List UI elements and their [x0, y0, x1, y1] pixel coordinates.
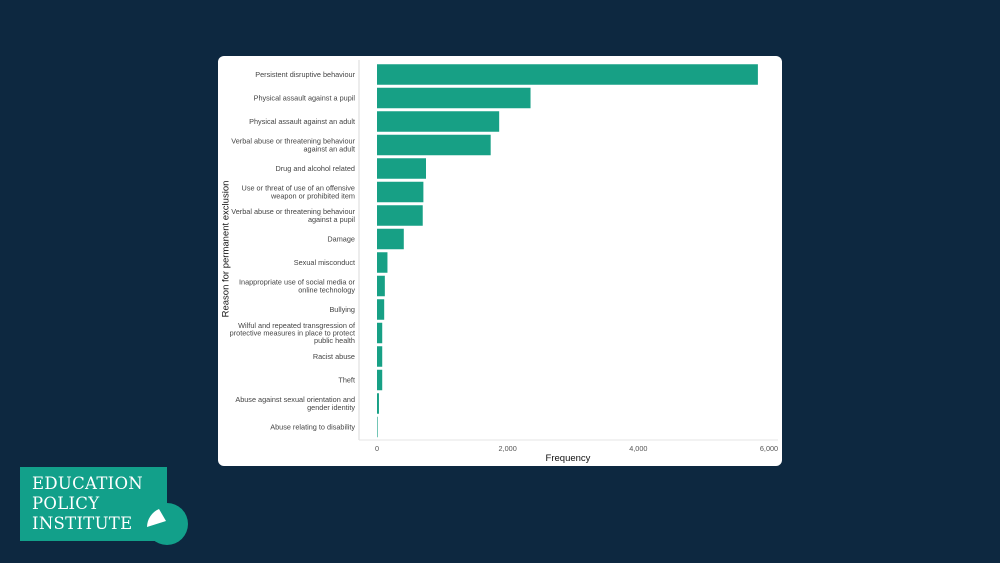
bar	[377, 111, 500, 132]
category-label: Persistent disruptive behaviour	[255, 70, 355, 79]
category-label: Racist abuse	[313, 352, 355, 361]
x-tick-label: 2,000	[499, 444, 517, 453]
category-label: Drug and alcohol related	[275, 164, 355, 173]
category-label: Use or threat of use of an offensive weap…	[242, 184, 355, 201]
bar	[377, 346, 383, 367]
category-label: Bullying	[329, 305, 355, 314]
x-tick-label: 0	[375, 444, 379, 453]
category-label: Sexual misconduct	[294, 258, 355, 267]
category-label: Wilful and repeated transgression of prot…	[230, 321, 356, 345]
bar	[377, 181, 424, 203]
category-labels: Persistent disruptive behaviour Physical …	[230, 70, 356, 432]
category-label: Theft	[338, 376, 355, 385]
education-policy-institute-logo: Education Policy Institute	[20, 467, 167, 541]
bar	[377, 252, 388, 273]
category-label: Verbal abuse or threatening behaviour aga…	[231, 137, 355, 154]
logo-circle-icon	[146, 503, 188, 545]
category-label: Abuse relating to disability	[270, 423, 355, 432]
bar	[377, 275, 385, 297]
y-axis-title: Reason for permanent exclusion	[221, 181, 232, 318]
logo-line-1: Education	[32, 474, 144, 493]
category-label: Damage	[327, 235, 355, 244]
bar	[377, 134, 491, 156]
x-axis-title: Frequency	[546, 453, 591, 464]
bars-layer	[377, 64, 758, 438]
bar	[377, 299, 385, 320]
bar	[377, 322, 383, 344]
category-label: Inappropriate use of social media or onli…	[239, 278, 356, 295]
bar	[377, 87, 531, 109]
category-label: Abuse against sexual orientation and gend…	[235, 395, 355, 412]
category-label: Physical assault against a pupil	[254, 94, 356, 103]
bar	[377, 393, 379, 414]
bar	[377, 205, 423, 226]
x-tick-label: 6,000	[760, 444, 778, 453]
category-label: Physical assault against an adult	[249, 117, 355, 126]
bar	[377, 64, 758, 85]
bar	[377, 369, 383, 391]
logo-line-3: Institute	[32, 514, 133, 533]
bar	[377, 228, 404, 250]
category-label: Verbal abuse or threatening behaviour aga…	[231, 207, 355, 224]
x-tick-label: 4,000	[629, 444, 647, 453]
bar-chart: Persistent disruptive behaviour Physical …	[221, 60, 778, 464]
x-tick-labels: 0 2,000 4,000 6,000	[375, 444, 778, 453]
logo-line-2: Policy	[32, 494, 100, 513]
chart-card: Persistent disruptive behaviour Physical …	[218, 56, 782, 466]
bar	[377, 416, 378, 438]
bar	[377, 158, 426, 179]
